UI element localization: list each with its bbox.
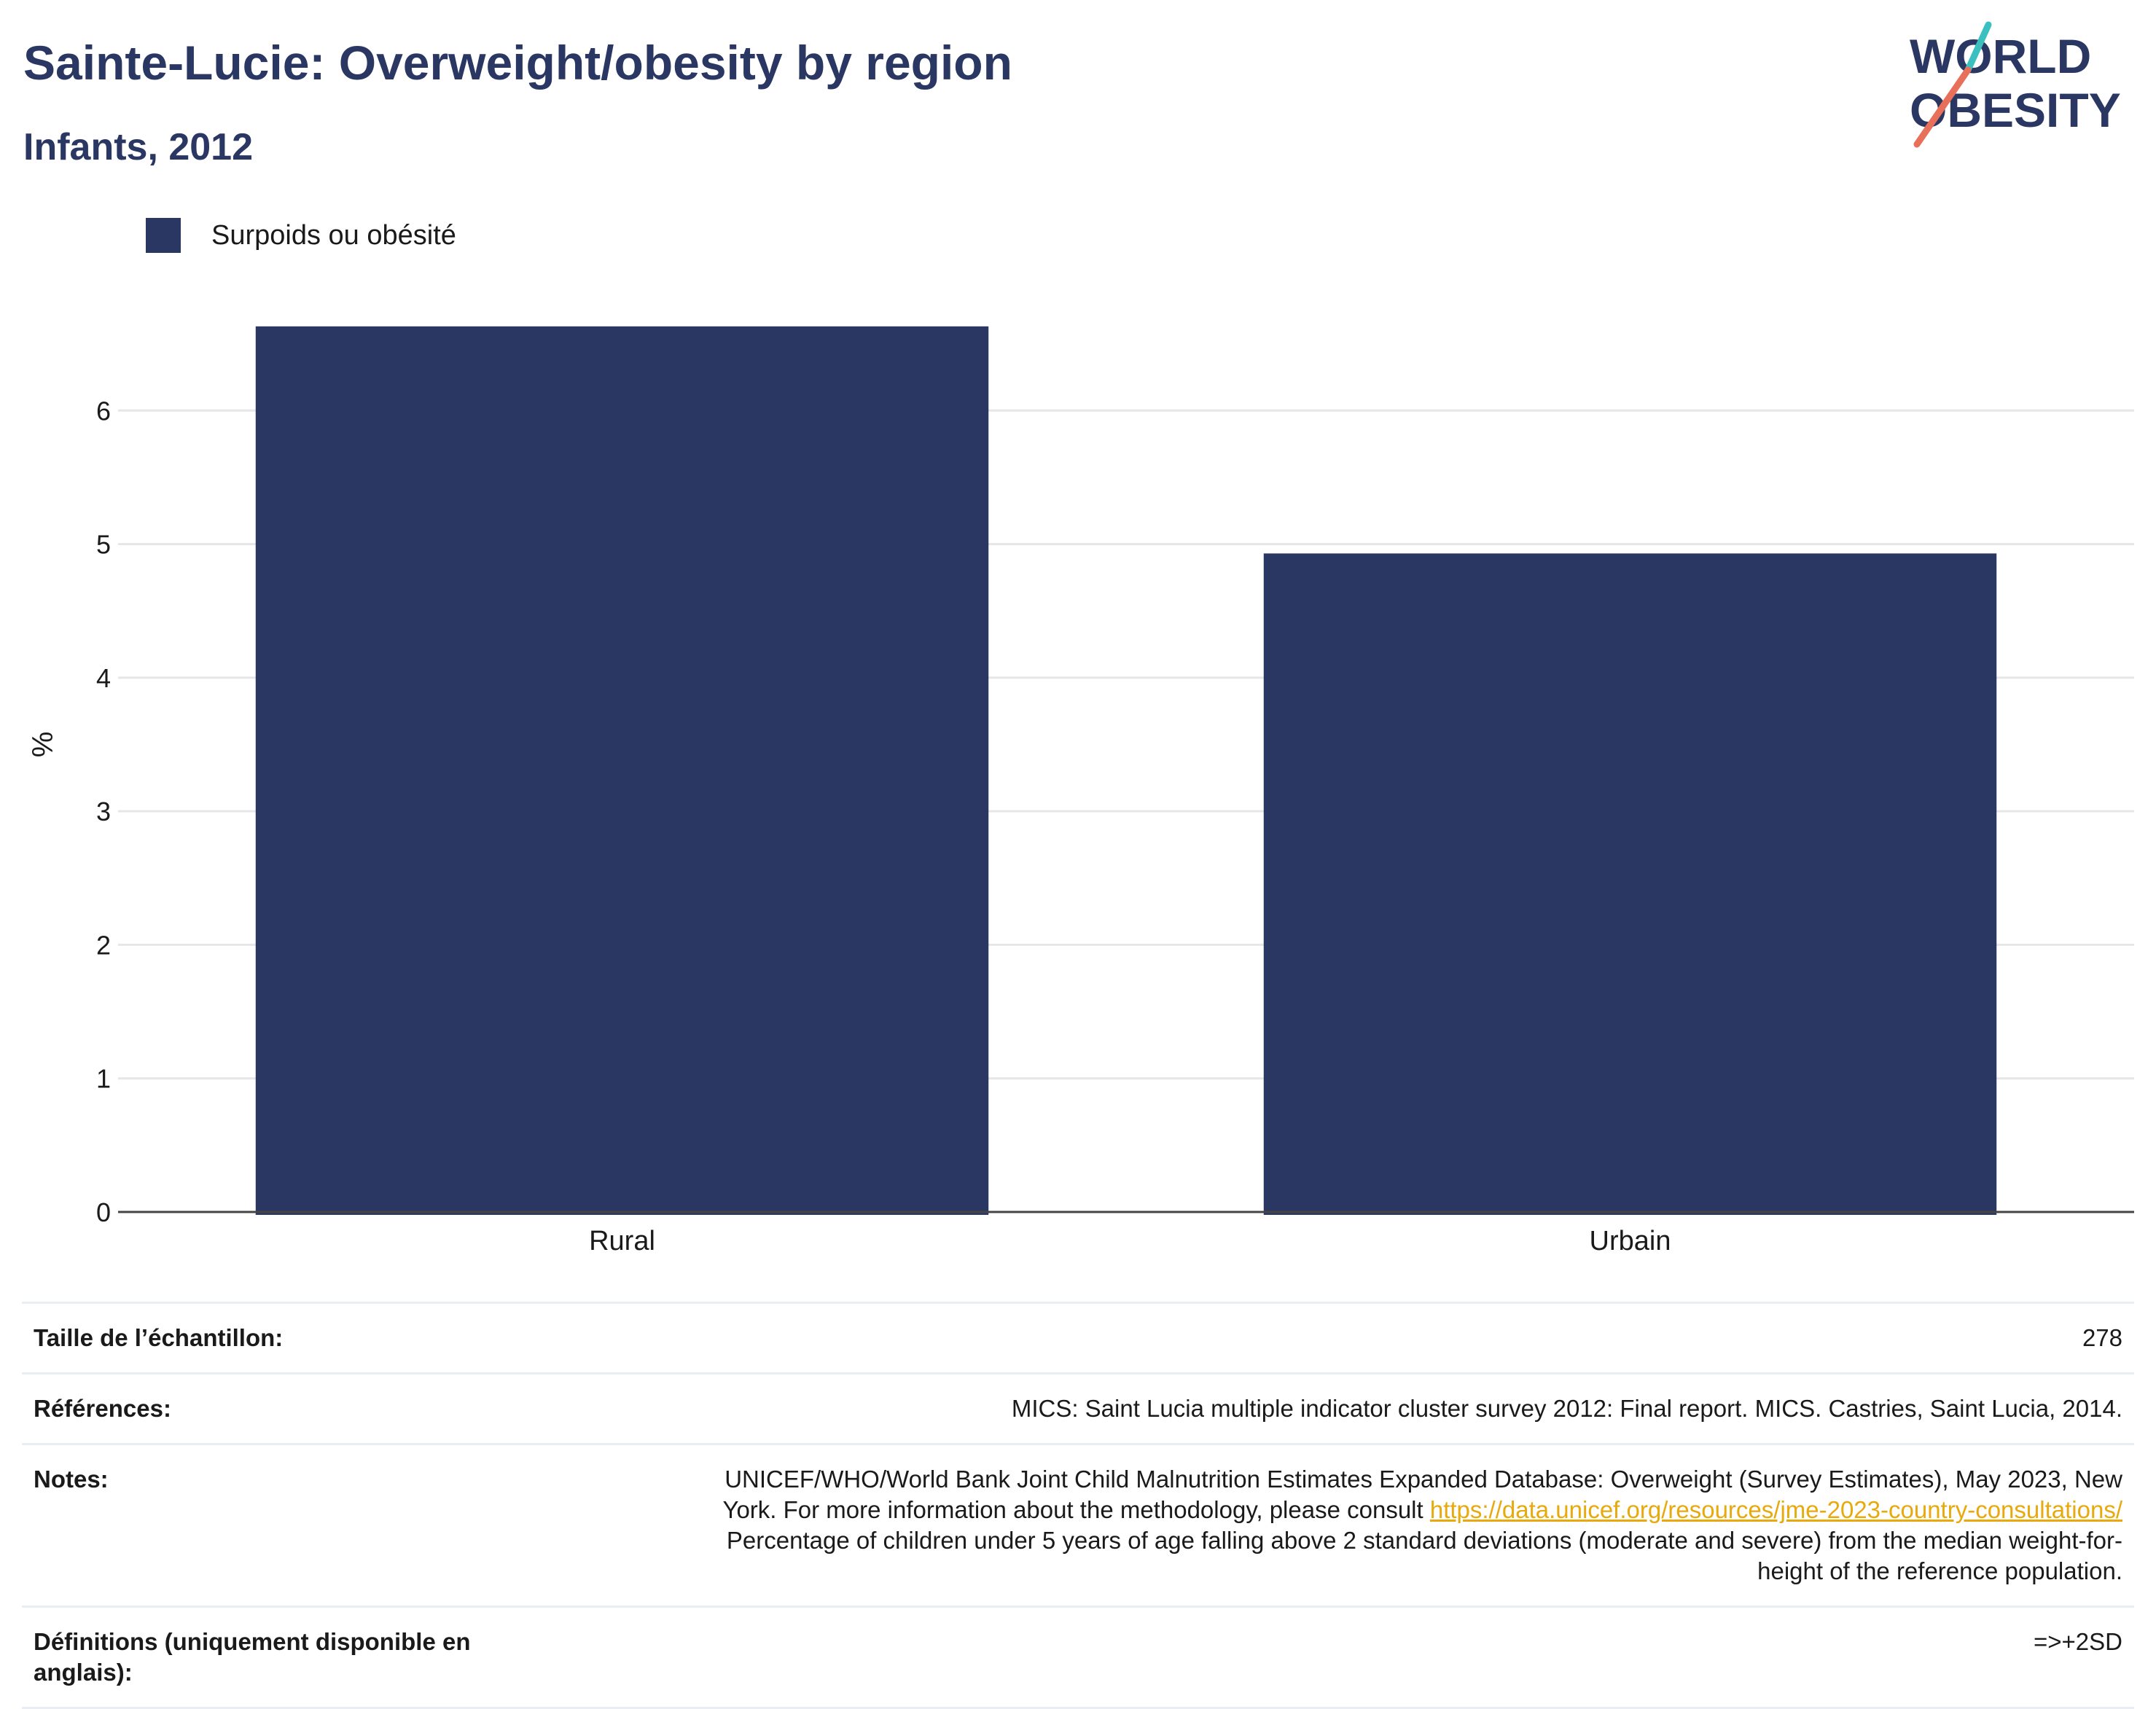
y-tick-label: 4 [96,663,111,693]
info-row-definitions: Définitions (uniquement disponible en an… [22,1606,2134,1709]
info-table: Taille de l’échantillon: 278 Références:… [22,1302,2134,1709]
page-subtitle: Infants, 2012 [23,126,254,168]
notes-line-2-text: York. For more information about the met… [722,1496,1430,1523]
notes-value: UNICEF/WHO/World Bank Joint Child Malnut… [529,1464,2122,1587]
definitions-value: =>+2SD [2033,1628,2122,1655]
notes-line-2: York. For more information about the met… [558,1495,2122,1525]
legend-label: Surpoids ou obésité [211,219,456,251]
x-tick-label: Urbain [1590,1226,1671,1256]
y-tick-label: 3 [96,797,111,826]
notes-line-1: UNICEF/WHO/World Bank Joint Child Malnut… [724,1466,2122,1493]
info-row-references: Références: MICS: Saint Lucia multiple i… [22,1372,2134,1443]
y-tick-label: 2 [96,930,111,960]
legend-swatch [146,218,181,253]
logo-slash-teal [1964,21,1992,74]
y-axis-title: % [27,732,59,758]
page-title: Sainte-Lucie: Overweight/obesity by regi… [23,36,1012,90]
bar-chart: 0 1 2 3 4 5 6% Rural Urbain [27,326,2134,1256]
y-tick-label: 6 [96,396,111,426]
notes-label: Notes: [34,1466,109,1493]
bar-rural [255,326,989,1216]
y-tick-label: 1 [96,1064,111,1094]
references-label: Références: [34,1395,171,1422]
info-row-sample: Taille de l’échantillon: 278 [22,1302,2134,1372]
sample-size-label: Taille de l’échantillon: [34,1324,284,1351]
logo-word-obesity: OBESITY [1910,83,2121,137]
logo-word-world: WORLD [1910,29,2091,83]
bar-urbain [1263,553,1997,1215]
references-value: MICS: Saint Lucia multiple indicator clu… [1011,1395,2122,1422]
y-tick-label: 5 [96,530,111,560]
definitions-label: Définitions (uniquement disponible en an… [34,1628,471,1686]
sample-size-value: 278 [2082,1324,2122,1351]
chart-legend: Surpoids ou obésité [146,217,456,254]
notes-line-4: height of the reference population. [1757,1557,2122,1584]
notes-line-3: Percentage of children under 5 years of … [726,1527,2122,1554]
x-tick-label: Rural [589,1226,655,1256]
info-row-notes: Notes: UNICEF/WHO/World Bank Joint Child… [22,1443,2134,1606]
world-obesity-logo: WORLD OBESITY [1910,21,2121,148]
methodology-link[interactable]: https://data.unicef.org/resources/jme-20… [1429,1496,2122,1523]
y-tick-label: 0 [96,1197,111,1227]
logo-slash-coral [1913,66,1972,148]
